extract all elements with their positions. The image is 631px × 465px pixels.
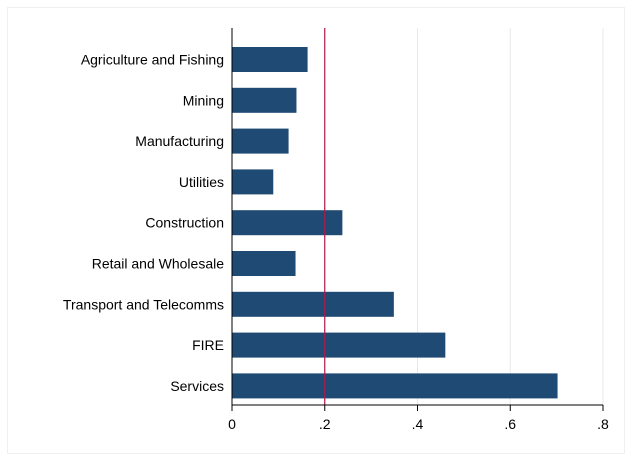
bar-3 (232, 169, 274, 195)
x-tick-label-3: .6 (504, 416, 516, 432)
category-label-0: Agriculture and Fishing (81, 52, 224, 68)
category-labels: Agriculture and Fishing Mining Manufacturi… (63, 52, 224, 394)
category-label-3: Utilities (179, 174, 224, 190)
bar-0 (232, 47, 308, 72)
axes (231, 28, 604, 411)
x-tick-label-2: .4 (412, 416, 424, 432)
bar-7 (232, 332, 446, 358)
bar-4 (232, 210, 343, 236)
x-tick-label-4: .8 (597, 416, 609, 432)
category-label-6: Transport and Telecomms (63, 296, 224, 312)
category-label-1: Mining (183, 92, 224, 108)
x-tick-label-1: .2 (319, 416, 331, 432)
category-label-2: Manufacturing (135, 133, 224, 149)
bar-2 (232, 128, 289, 154)
bar-1 (232, 87, 297, 113)
bar-8 (232, 373, 558, 399)
category-label-7: FIRE (192, 337, 224, 353)
x-tick-labels: 0 .2 .4 .6 .8 (228, 416, 609, 432)
category-label-4: Construction (145, 215, 224, 231)
x-tick-label-0: 0 (228, 416, 236, 432)
bar-5 (232, 251, 296, 276)
bars (232, 47, 558, 399)
category-label-5: Retail and Wholesale (92, 256, 225, 272)
category-label-8: Services (170, 378, 224, 394)
bar-6 (232, 291, 394, 317)
plot-region-border (7, 7, 625, 454)
